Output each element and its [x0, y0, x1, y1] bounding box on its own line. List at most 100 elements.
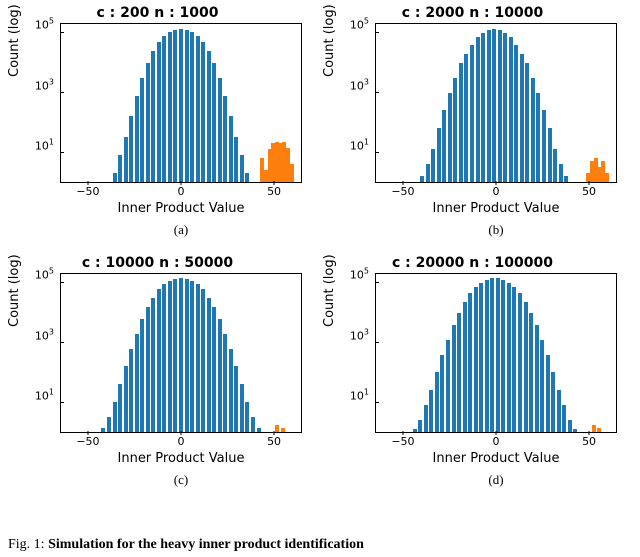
histogram-bar [529, 313, 533, 432]
histogram-bar [463, 302, 467, 432]
panel-c: c : 10000 n : 50000Count (log)101103105−… [5, 255, 310, 485]
histogram-bar [564, 176, 568, 182]
histogram-bar [223, 96, 227, 182]
histogram-bar [157, 289, 161, 432]
y-tick-label: 101 [350, 138, 369, 153]
x-tick-label: 0 [493, 435, 500, 448]
histogram-bar [151, 51, 155, 182]
histogram-bar [234, 137, 238, 182]
histogram-bar [168, 32, 172, 182]
y-tick-label: 105 [350, 267, 369, 282]
x-axis-label: Inner Product Value [60, 201, 302, 216]
histogram-bar [512, 287, 516, 432]
histogram-bar [474, 287, 478, 432]
histogram-bar [479, 283, 483, 432]
histogram-bar [435, 372, 439, 432]
histogram-bar [118, 384, 122, 432]
histogram-bar [212, 307, 216, 432]
histogram-bar [597, 428, 601, 432]
histogram-bar [168, 281, 172, 432]
histogram-bar [442, 110, 446, 182]
x-axis-label: Inner Product Value [375, 451, 617, 466]
histogram-bar [424, 405, 428, 432]
x-tick-label: 0 [178, 435, 185, 448]
histogram-bar [448, 93, 452, 182]
histogram-bar [524, 302, 528, 432]
panel-subcaption: (c) [60, 472, 302, 488]
histogram-bar [140, 319, 144, 432]
y-tick-label: 101 [35, 388, 54, 403]
histogram-bar [190, 281, 194, 432]
y-tick-label: 105 [35, 267, 54, 282]
histogram-bar [459, 63, 463, 182]
histogram-bar [453, 78, 457, 182]
x-tick-label: 0 [493, 185, 500, 198]
histogram-bar [551, 372, 555, 432]
histogram-bar [201, 42, 205, 182]
histogram-bar [229, 349, 233, 432]
histogram-bar [223, 334, 227, 432]
histogram-bar [196, 284, 200, 432]
y-tick-label: 105 [350, 17, 369, 32]
histogram-bar [437, 128, 441, 182]
histogram-bar [546, 355, 550, 433]
histogram-bar [507, 283, 511, 432]
histogram-bar [525, 63, 529, 182]
x-tick-label: −50 [391, 435, 414, 448]
histogram-bar [540, 340, 544, 432]
histogram-bar [429, 390, 433, 432]
histogram-bar [446, 340, 450, 432]
histogram-bar [129, 116, 133, 182]
histogram-bar [173, 279, 177, 432]
histogram-bar [207, 51, 211, 182]
histogram-bar [107, 417, 111, 432]
histogram-bar [514, 45, 518, 182]
histogram-bar [201, 289, 205, 432]
histogram-bar [146, 63, 150, 182]
histogram-bar [179, 278, 183, 432]
histogram-bar [413, 429, 417, 432]
histogram-bar [146, 307, 150, 432]
histogram-bar [185, 30, 189, 182]
histogram-bar [212, 63, 216, 182]
histogram-bar [140, 78, 144, 182]
panel-subcaption: (a) [60, 222, 302, 238]
x-tick-label: 50 [582, 435, 596, 448]
histogram-bar [452, 325, 456, 432]
histogram-bar [240, 384, 244, 432]
histogram-bar [498, 30, 502, 182]
histogram-bar [457, 313, 461, 432]
x-tick-label: 50 [267, 185, 281, 198]
y-tick-label: 101 [35, 138, 54, 153]
histogram-bar [501, 280, 505, 432]
histogram-bar [162, 284, 166, 432]
x-tick-label: −50 [391, 185, 414, 198]
histogram-bar [568, 420, 572, 432]
histogram-bar [496, 278, 500, 432]
plot-area [375, 273, 617, 433]
histogram-bar [190, 32, 194, 182]
histogram-bar [553, 149, 557, 182]
histogram-bar [281, 428, 285, 432]
x-axis-label: Inner Product Value [375, 201, 617, 216]
histogram-bar [229, 116, 233, 182]
histogram-bar [548, 128, 552, 182]
histogram-bar [470, 45, 474, 182]
histogram-bar [503, 33, 507, 182]
histogram-bar [218, 319, 222, 432]
histogram-bar [162, 36, 166, 182]
caption-prefix: Fig. 1: [8, 537, 48, 552]
figure-caption: Fig. 1: Simulation for the heavy inner p… [8, 537, 364, 553]
histogram-bar [196, 36, 200, 182]
histogram-bar [542, 110, 546, 182]
histogram-bar [485, 280, 489, 432]
x-tick-label: 50 [582, 185, 596, 198]
histogram-bar [118, 155, 122, 182]
panel-subcaption: (d) [375, 472, 617, 488]
histogram-bar [418, 420, 422, 432]
histogram-bar [124, 366, 128, 432]
histogram-bar [509, 37, 513, 182]
histogram-bar [518, 293, 522, 432]
panel-subcaption: (b) [375, 222, 617, 238]
y-tick-label: 103 [350, 77, 369, 92]
